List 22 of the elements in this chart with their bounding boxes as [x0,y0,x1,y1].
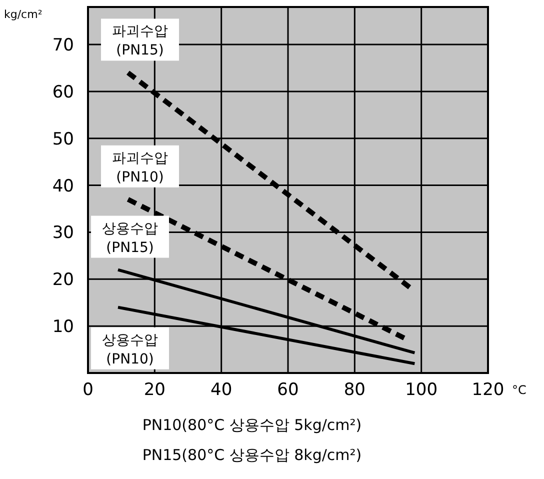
y-tick-label: 40 [52,176,74,196]
text: PN15(80°C 상용수압 8kg/cm²) [142,446,362,464]
x-tick-label: 100 [405,380,438,400]
x-tick-label: 20 [144,380,166,400]
y-tick-label: 30 [52,223,74,244]
y-tick-label: 60 [52,82,74,102]
series-label: 파괴수압 (PN10) [112,150,168,186]
y-tick-label: 50 [52,129,74,150]
y-tick-label: 20 [52,270,74,290]
x-tick-label: 0 [82,380,94,400]
text: PN10(80°C 상용수압 5kg/cm²) [142,416,362,434]
y-tick-label: 10 [52,317,74,338]
series-label: 상용수압 (PN10) [102,332,158,368]
series-label: 파괴수압 (PN15) [112,24,168,59]
x-tick-label: 40 [210,380,232,400]
x-tick-label: 80 [344,380,366,400]
y-tick-label: 70 [52,36,74,56]
x-tick-label: 120 [472,380,504,400]
x-axis-title: °C [512,383,526,397]
series-label: 상용수압 (PN15) [102,220,158,256]
y-axis-title: kg/cm² [4,8,42,21]
x-tick-label: 60 [277,380,299,400]
